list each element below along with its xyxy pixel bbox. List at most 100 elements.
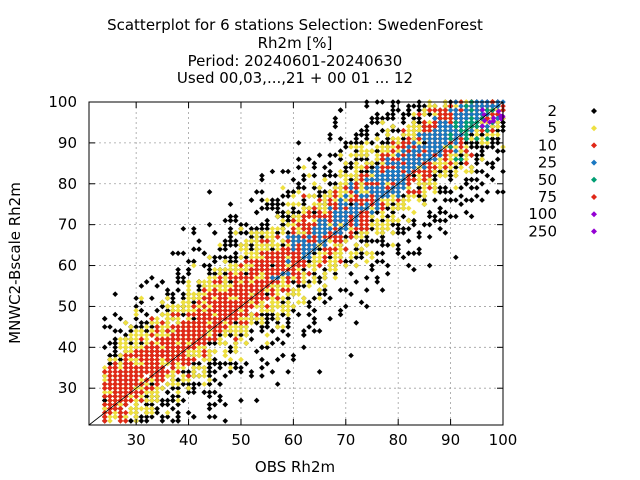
point-count-5: [374, 217, 381, 224]
point-count-2: [264, 221, 270, 228]
point-count-2: [170, 405, 176, 412]
point-count-2: [128, 340, 134, 347]
point-count-5: [259, 319, 265, 326]
point-count-2: [217, 360, 223, 367]
point-count-2: [243, 254, 250, 261]
point-count-2: [164, 307, 171, 314]
point-count-5: [358, 246, 365, 252]
point-count-2: [453, 213, 459, 220]
point-count-2: [437, 189, 443, 195]
point-count-2: [369, 164, 375, 171]
point-count-2: [117, 328, 124, 334]
point-count-5: [348, 254, 354, 261]
point-count-5: [274, 225, 281, 232]
point-count-2: [400, 115, 407, 122]
point-count-2: [348, 160, 354, 167]
point-count-10: [185, 336, 192, 342]
point-count-5: [185, 291, 192, 297]
point-count-5: [112, 414, 119, 420]
point-count-5: [248, 238, 255, 244]
point-count-2: [358, 140, 365, 146]
point-count-2: [327, 168, 333, 175]
point-count-2: [259, 311, 265, 318]
point-count-2: [447, 213, 454, 220]
point-count-2: [264, 360, 270, 367]
point-count-2: [227, 238, 234, 244]
point-count-5: [369, 213, 375, 220]
point-count-2: [489, 176, 496, 183]
point-count-5: [358, 152, 365, 158]
point-count-5: [432, 180, 438, 187]
point-count-2: [369, 262, 375, 269]
point-count-5: [264, 332, 270, 338]
point-count-2: [311, 185, 318, 191]
point-count-5: [222, 266, 229, 273]
point-count-2: [374, 279, 381, 285]
point-count-2: [301, 332, 307, 338]
point-count-10: [264, 295, 270, 302]
point-count-2: [437, 225, 443, 232]
point-count-5: [468, 164, 475, 171]
point-count-5: [306, 283, 312, 289]
point-count-2: [280, 221, 286, 228]
point-count-2: [327, 295, 333, 302]
point-count-2: [248, 225, 255, 232]
point-count-5: [353, 172, 360, 179]
point-count-2: [143, 319, 150, 326]
point-count-2: [253, 348, 260, 355]
point-count-5: [101, 377, 108, 383]
point-count-2: [395, 242, 401, 248]
point-count-2: [400, 225, 407, 232]
point-count-5: [301, 164, 307, 171]
point-count-5: [201, 279, 208, 285]
point-count-2: [232, 254, 239, 261]
point-count-2: [342, 144, 349, 150]
point-count-2: [400, 254, 407, 261]
point-count-5: [159, 299, 166, 306]
point-count-2: [311, 172, 318, 179]
point-count-2: [280, 193, 286, 199]
point-count-2: [342, 258, 349, 265]
point-count-2: [133, 324, 139, 330]
point-count-5: [128, 336, 134, 342]
point-count-2: [432, 172, 438, 179]
point-count-2: [348, 164, 354, 171]
point-count-2: [238, 332, 244, 338]
point-count-2: [432, 217, 438, 224]
point-count-2: [222, 254, 229, 261]
point-count-5: [494, 123, 501, 130]
point-count-5: [159, 311, 166, 318]
point-count-5: [421, 193, 428, 199]
point-count-2: [112, 311, 119, 318]
point-count-2: [447, 189, 454, 195]
point-count-2: [274, 319, 281, 326]
point-count-5: [159, 385, 166, 392]
point-count-5: [232, 230, 239, 236]
point-count-5: [274, 311, 281, 318]
point-count-2: [369, 266, 375, 273]
point-count-5: [243, 246, 250, 252]
point-count-5: [316, 250, 323, 257]
point-count-2: [363, 156, 370, 163]
point-count-2: [332, 115, 339, 122]
point-count-5: [164, 409, 171, 416]
point-count-5: [395, 135, 401, 142]
point-count-2: [426, 209, 433, 216]
point-count-2: [112, 328, 119, 334]
point-count-2: [442, 197, 449, 203]
point-count-2: [206, 405, 213, 412]
point-count-2: [301, 266, 307, 273]
point-count-2: [227, 242, 234, 248]
point-count-2: [301, 185, 307, 191]
point-count-5: [128, 332, 134, 338]
point-count-2: [128, 328, 134, 334]
point-count-10: [201, 287, 208, 293]
point-count-2: [280, 328, 286, 334]
point-count-2: [154, 283, 160, 289]
point-count-2: [358, 238, 365, 244]
point-count-2: [227, 258, 234, 265]
point-count-2: [411, 250, 417, 257]
point-count-2: [227, 254, 234, 261]
point-count-2: [316, 246, 323, 252]
point-count-2: [274, 336, 281, 342]
